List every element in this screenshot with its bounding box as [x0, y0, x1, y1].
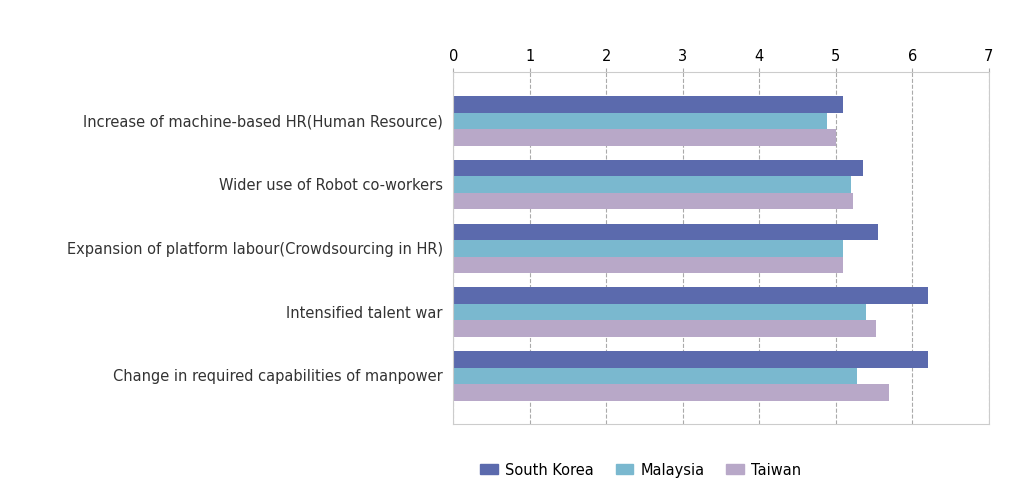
Bar: [453, 97, 844, 113]
Bar: [453, 113, 827, 130]
Text: Intensified talent war: Intensified talent war: [286, 305, 443, 320]
Text: Change in required capabilities of manpower: Change in required capabilities of manpo…: [113, 369, 443, 384]
Bar: [453, 321, 876, 337]
Bar: [453, 304, 866, 321]
Bar: [453, 194, 853, 210]
Bar: [453, 257, 844, 274]
Bar: [453, 288, 928, 304]
Legend: South Korea, Malaysia, Taiwan: South Korea, Malaysia, Taiwan: [474, 456, 808, 483]
Bar: [453, 368, 857, 385]
Bar: [453, 177, 851, 194]
Text: Expansion of platform labour(Crowdsourcing in HR): Expansion of platform labour(Crowdsourci…: [67, 242, 443, 256]
Text: Increase of machine-based HR(Human Resource): Increase of machine-based HR(Human Resou…: [83, 114, 443, 129]
Bar: [453, 224, 878, 241]
Bar: [453, 161, 862, 177]
Bar: [453, 385, 889, 401]
Bar: [453, 351, 928, 368]
Text: Wider use of Robot co-workers: Wider use of Robot co-workers: [219, 178, 443, 193]
Bar: [453, 130, 835, 146]
Bar: [453, 241, 844, 257]
